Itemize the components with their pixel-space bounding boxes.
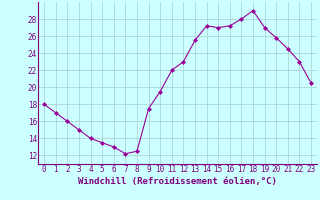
X-axis label: Windchill (Refroidissement éolien,°C): Windchill (Refroidissement éolien,°C) bbox=[78, 177, 277, 186]
